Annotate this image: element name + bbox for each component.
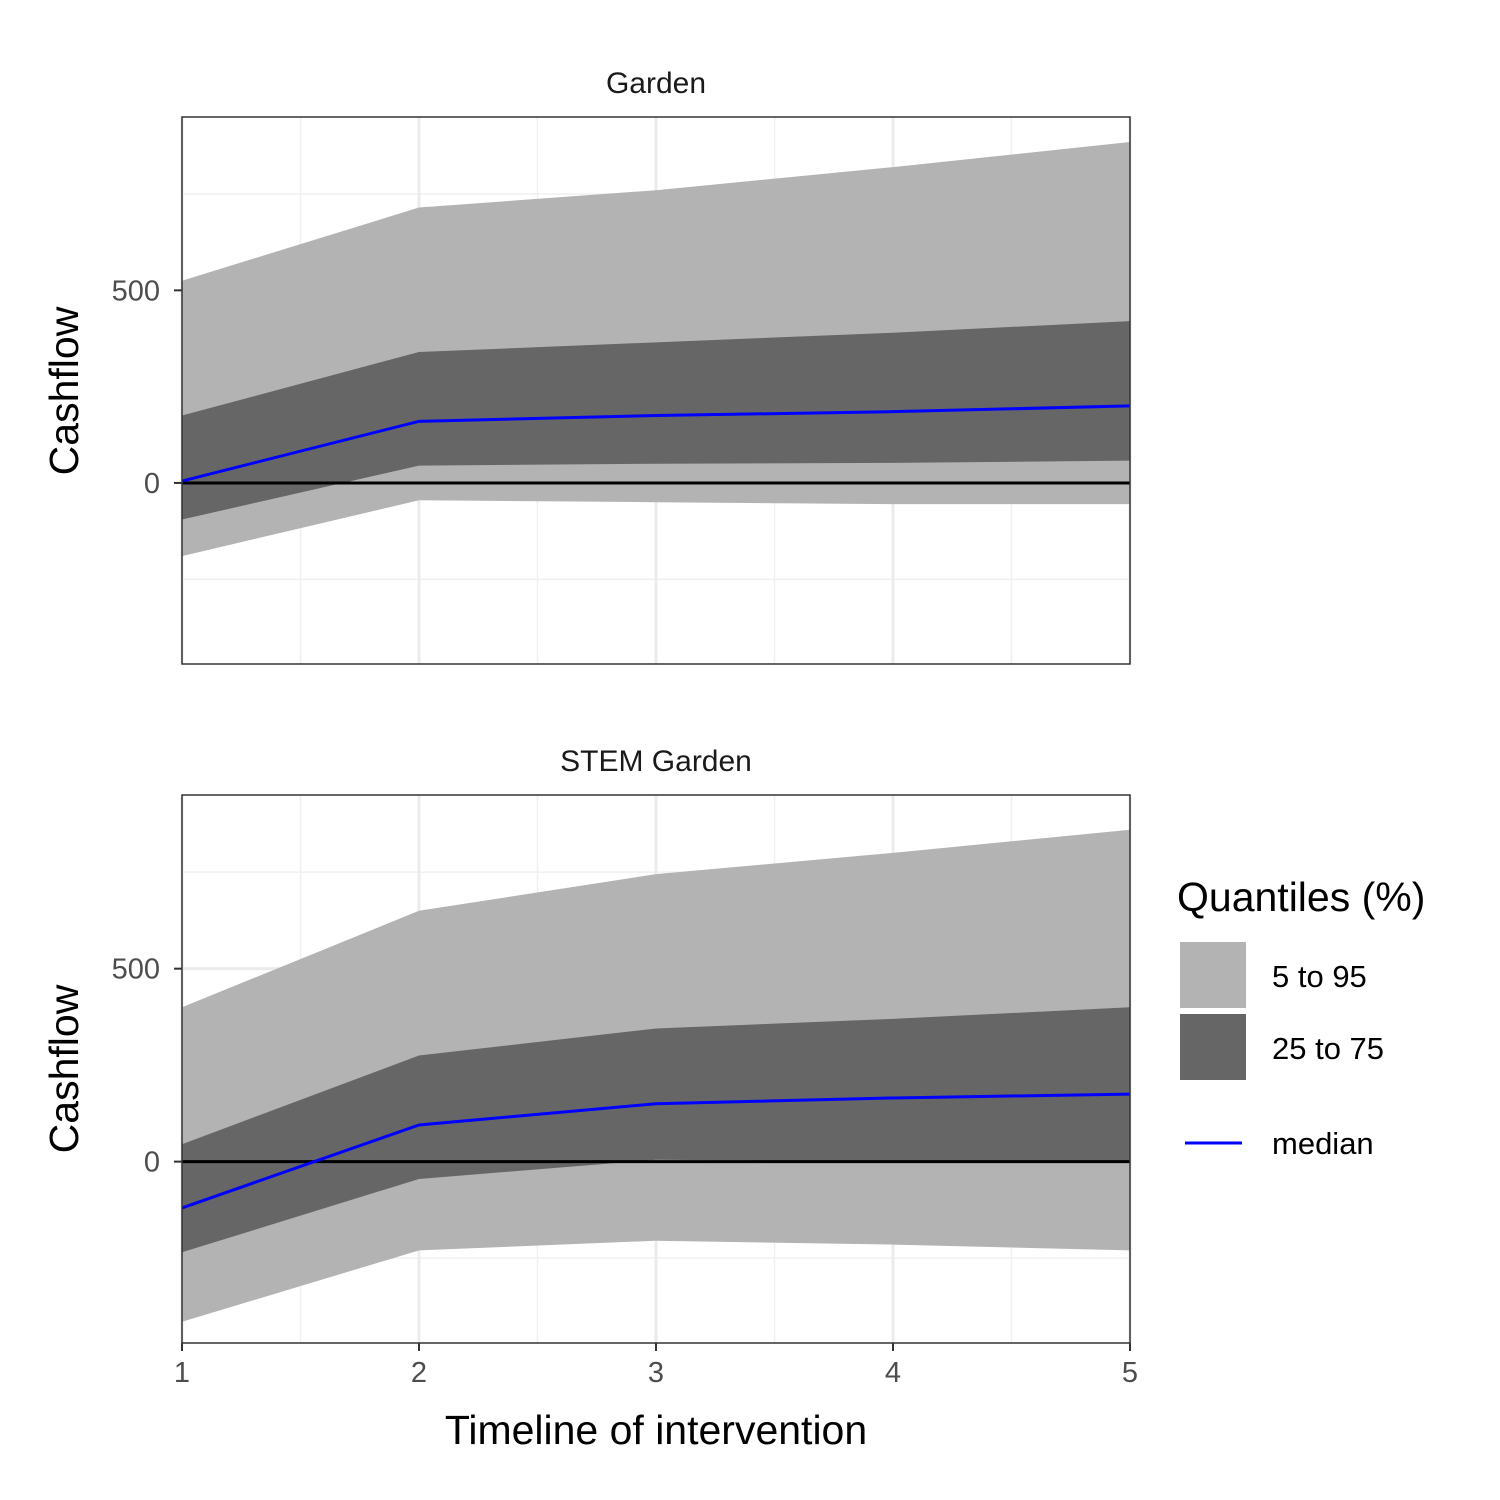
legend-label-median: median — [1272, 1126, 1374, 1161]
y-axis-title-garden: Cashflow — [41, 306, 87, 475]
band-25-to-75-stem-garden — [182, 1007, 1130, 1253]
legend-key-5-to-95 — [1180, 942, 1246, 1008]
median-line-garden — [181, 404, 1131, 483]
legend-key-25-to-75 — [1180, 1014, 1246, 1080]
x-axis: 1 2 3 4 5 Timeline of intervention — [174, 1343, 1138, 1453]
x-tick-label: 3 — [648, 1357, 664, 1389]
y-tick-label-500-stem-garden: 500 — [112, 954, 160, 986]
x-tick-label: 1 — [174, 1357, 190, 1389]
legend-title: Quantiles (%) — [1177, 874, 1425, 920]
legend-label-25-to-75: 25 to 75 — [1272, 1031, 1384, 1066]
panel-title-stem-garden: STEM Garden — [560, 745, 752, 778]
x-axis-title: Timeline of intervention — [445, 1407, 867, 1453]
legend: Quantiles (%) 5 to 95 25 to 75 median — [1177, 874, 1425, 1161]
legend-label-5-to-95: 5 to 95 — [1272, 959, 1367, 994]
y-tick-label-500-garden: 500 — [112, 275, 160, 307]
median-line-stem-garden — [181, 1092, 1131, 1210]
panel-stem-garden: STEM Garden 0 500 Cashflow — [41, 745, 1132, 1344]
x-axis-ticks: 1 2 3 4 5 — [174, 1343, 1138, 1389]
y-tick-label-0-stem-garden: 0 — [144, 1147, 160, 1179]
y-axis-title-stem-garden: Cashflow — [41, 984, 87, 1153]
y-tick-label-0-garden: 0 — [144, 468, 160, 500]
panel-border-garden — [181, 116, 1131, 665]
panel-title-garden: Garden — [606, 67, 706, 100]
band-25-to-75-garden — [182, 321, 1130, 520]
x-tick-label: 4 — [885, 1357, 901, 1389]
x-tick-label: 5 — [1122, 1357, 1138, 1389]
x-tick-label: 2 — [411, 1357, 427, 1389]
panel-garden: Garden 0 500 Cashflow — [41, 67, 1132, 665]
